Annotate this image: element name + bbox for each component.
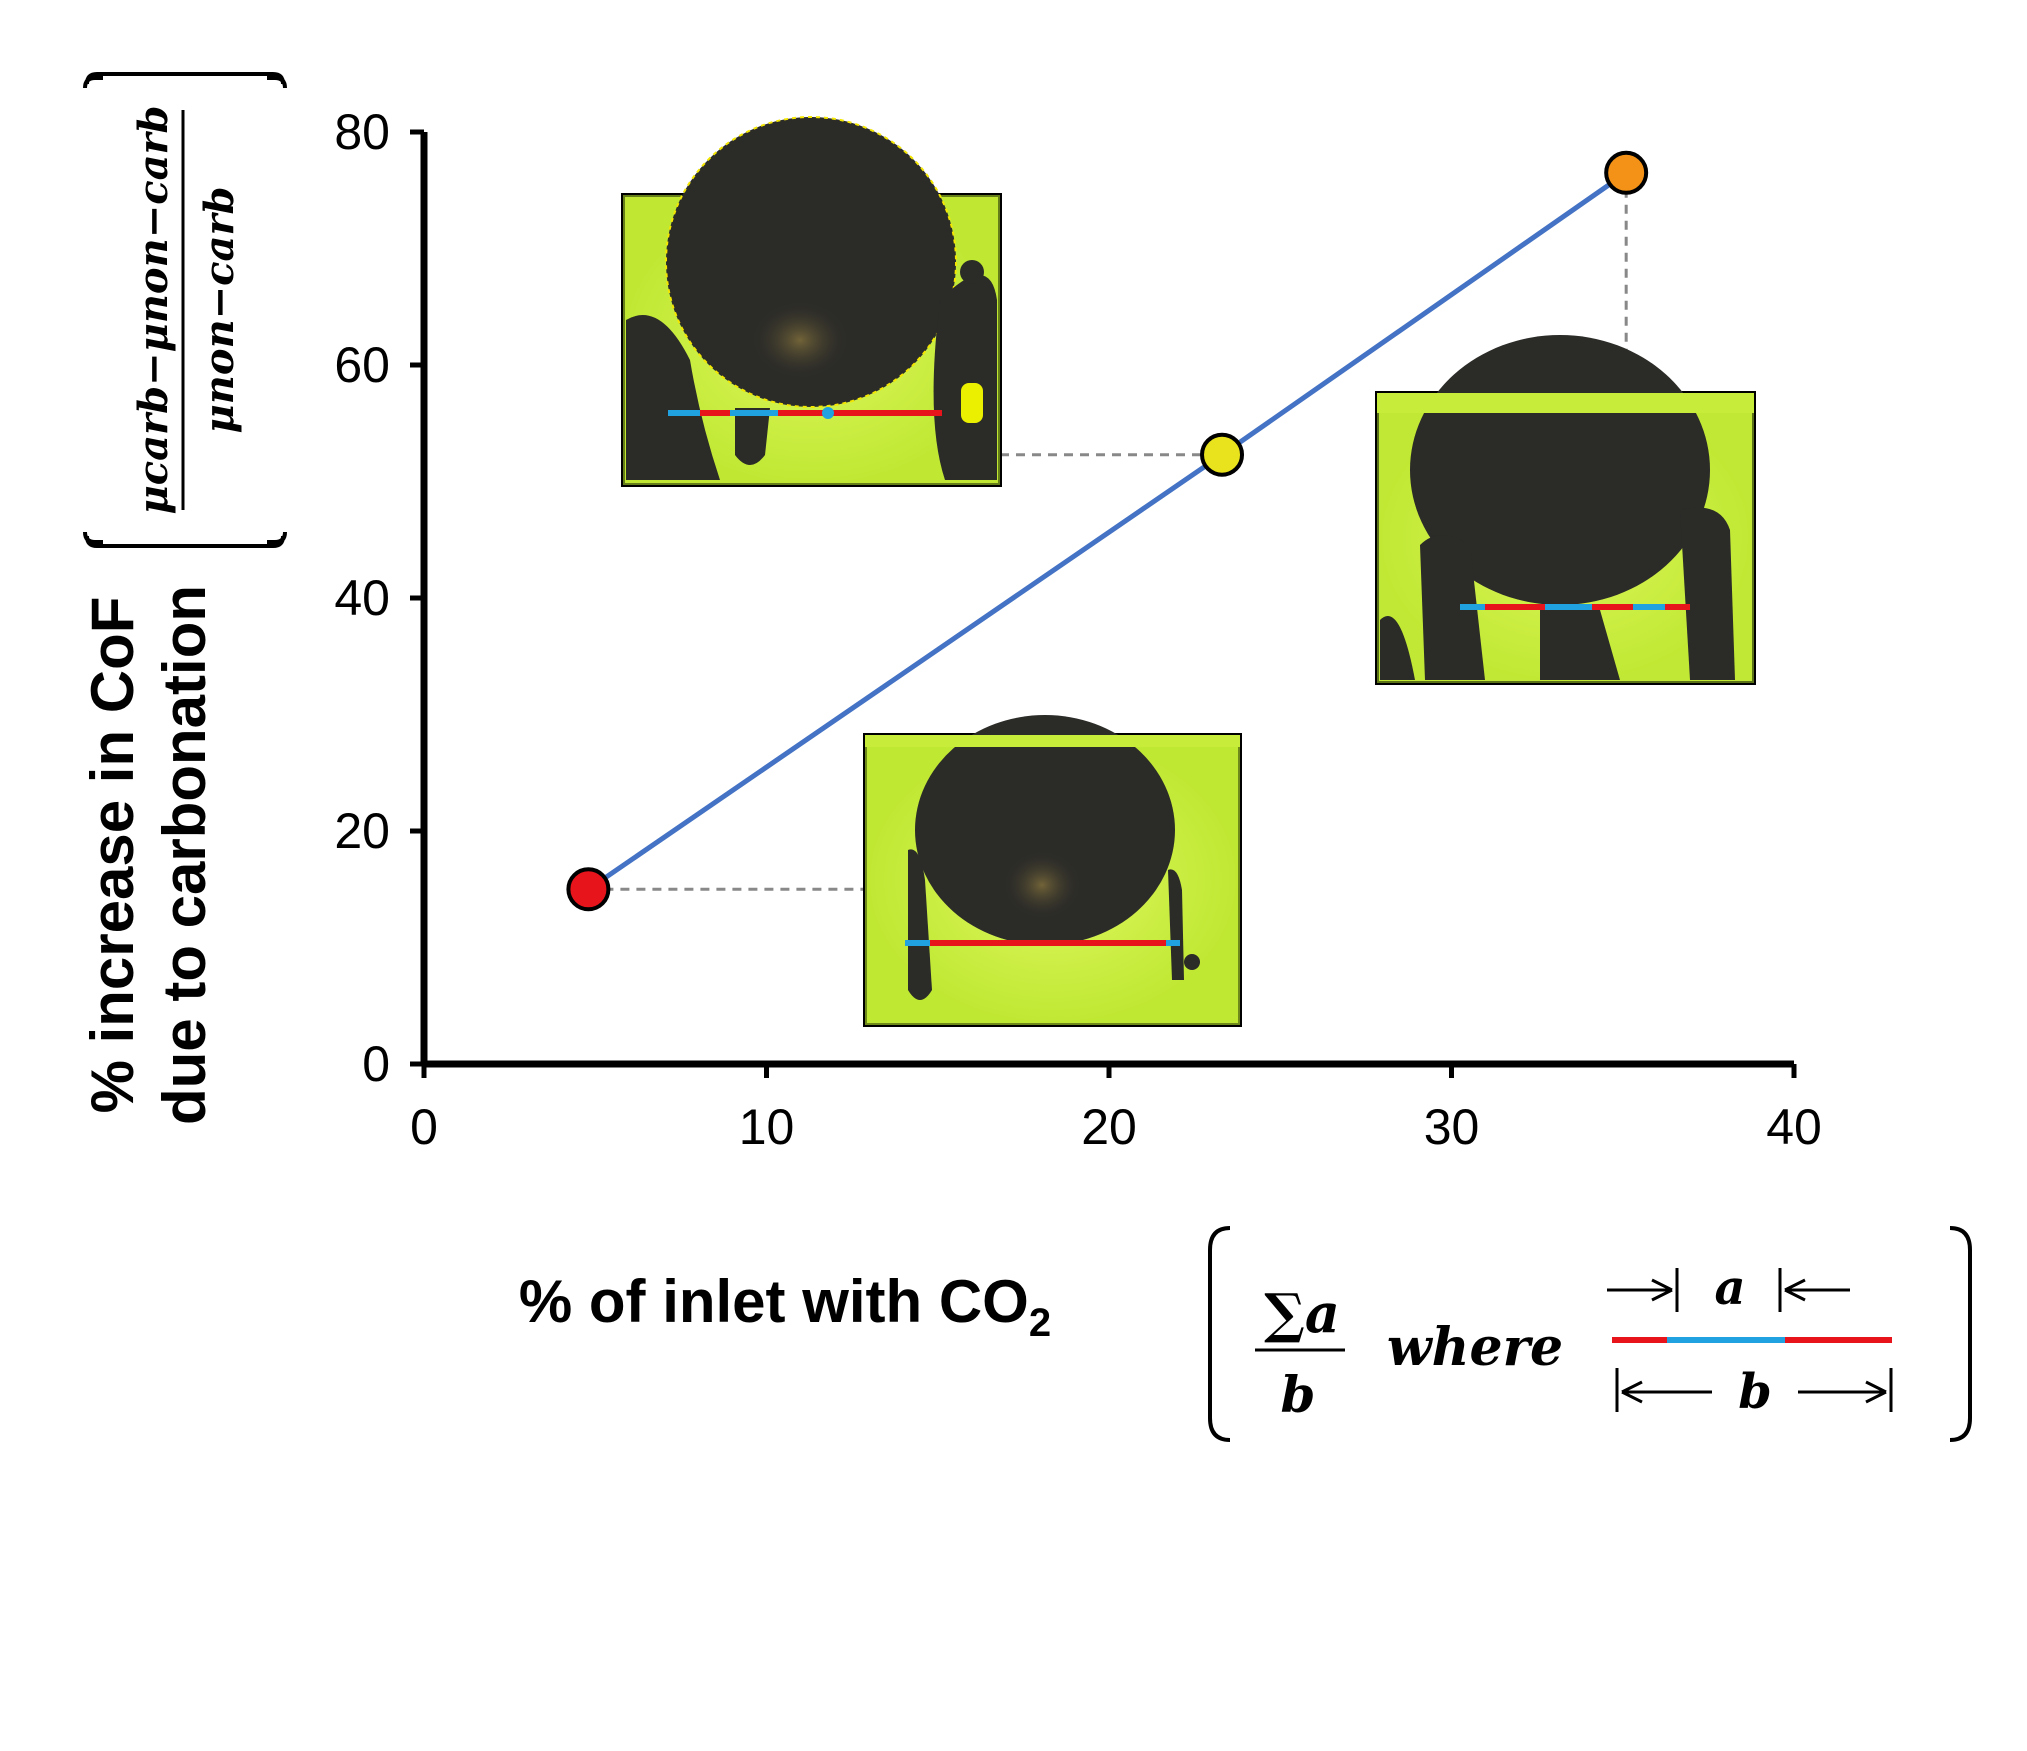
x-tick-label: 40 [1766, 1099, 1822, 1155]
where-label: where [1387, 1317, 1563, 1378]
y-tick-label: 60 [334, 337, 390, 393]
x-axis-title-subscript: 2 [1029, 1301, 1051, 1345]
fraction-numerator: ∑a [1264, 1281, 1340, 1345]
formula-denominator: μnon−carb [196, 187, 243, 434]
segment-a-label: a [1714, 1260, 1745, 1316]
x-tick-label: 30 [1424, 1099, 1480, 1155]
inset-high-co2 [1375, 335, 1756, 685]
x-axis-title-main: % of inlet with CO [519, 1268, 1029, 1335]
fraction-denominator: b [1281, 1365, 1316, 1424]
inset-mid-co2 [621, 116, 1002, 487]
x-tick-label: 20 [1081, 1099, 1137, 1155]
definition-box: ∑a b where a b [1208, 1226, 1972, 1442]
x-tick-label: 10 [739, 1099, 795, 1155]
ticks: 0 20 40 60 80 0 10 20 30 40 [334, 104, 1821, 1155]
data-point [566, 867, 611, 912]
y-tick-label: 40 [334, 570, 390, 626]
y-tick-label: 80 [334, 104, 390, 160]
y-tick-label: 0 [362, 1036, 390, 1092]
y-tick-label: 20 [334, 803, 390, 859]
data-point [1200, 432, 1245, 477]
y-axis-title-line1: % increase in CoF [79, 597, 146, 1114]
plot-area [566, 150, 1649, 912]
x-axis-title: % of inlet with CO2 [519, 1268, 1051, 1345]
y-axis-title: % increase in CoF due to carbonation [79, 585, 218, 1125]
x-tick-label: 0 [410, 1099, 438, 1155]
y-axis-formula: μcarb−μnon−carb μnon−carb [83, 72, 287, 548]
segment-b-label: b [1738, 1364, 1772, 1420]
formula-numerator: μcarb−μnon−carb [130, 105, 177, 514]
y-axis-title-line2: due to carbonation [151, 585, 218, 1125]
data-point [1604, 150, 1649, 195]
inset-low-co2 [863, 715, 1242, 1027]
